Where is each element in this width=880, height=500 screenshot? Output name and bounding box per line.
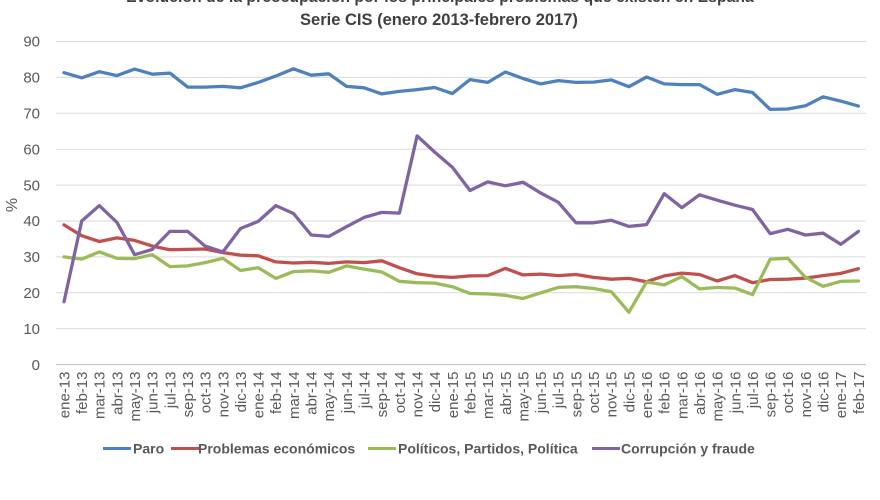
svg-text:mar-16: mar-16 xyxy=(674,372,691,420)
svg-text:Serie CIS (enero 2013-febrero: Serie CIS (enero 2013-febrero 2017) xyxy=(300,11,578,29)
svg-text:0: 0 xyxy=(32,357,40,374)
svg-text:jun-14: jun-14 xyxy=(339,372,356,415)
svg-text:60: 60 xyxy=(23,141,40,158)
svg-text:30: 30 xyxy=(23,249,40,266)
svg-text:sep-13: sep-13 xyxy=(180,372,197,418)
svg-text:jun-16: jun-16 xyxy=(727,372,744,415)
svg-text:oct-14: oct-14 xyxy=(392,372,409,414)
svg-text:jun-13: jun-13 xyxy=(145,372,162,415)
svg-text:feb-16: feb-16 xyxy=(657,372,674,415)
svg-text:may-13: may-13 xyxy=(127,372,144,422)
svg-text:may-16: may-16 xyxy=(710,372,727,422)
svg-text:jul-13: jul-13 xyxy=(162,372,179,410)
svg-text:Paro: Paro xyxy=(133,441,164,457)
svg-text:nov-15: nov-15 xyxy=(604,372,621,418)
svg-text:dic-13: dic-13 xyxy=(233,372,250,413)
svg-text:oct-15: oct-15 xyxy=(586,372,603,414)
svg-text:Problemas económicos: Problemas económicos xyxy=(198,441,355,457)
svg-text:Políticos, Partidos, Política: Políticos, Partidos, Política xyxy=(398,441,578,457)
svg-text:80: 80 xyxy=(23,70,40,87)
svg-text:sep-15: sep-15 xyxy=(568,372,585,418)
svg-text:may-14: may-14 xyxy=(321,372,338,422)
svg-text:oct-13: oct-13 xyxy=(198,372,215,414)
svg-text:nov-14: nov-14 xyxy=(410,372,427,418)
svg-text:jun-15: jun-15 xyxy=(533,372,550,415)
svg-text:sep-14: sep-14 xyxy=(374,372,391,418)
svg-text:jul-15: jul-15 xyxy=(551,372,568,410)
svg-text:ene-14: ene-14 xyxy=(251,372,268,419)
svg-text:feb-14: feb-14 xyxy=(268,372,285,415)
svg-text:abr-15: abr-15 xyxy=(498,372,515,415)
svg-text:dic-15: dic-15 xyxy=(621,372,638,413)
svg-text:dic-16: dic-16 xyxy=(816,372,833,413)
svg-text:70: 70 xyxy=(23,106,40,123)
svg-text:mar-15: mar-15 xyxy=(480,371,497,419)
svg-text:mar-14: mar-14 xyxy=(286,372,303,420)
svg-text:jul-16: jul-16 xyxy=(745,372,762,410)
svg-text:20: 20 xyxy=(23,285,40,302)
svg-text:ene-16: ene-16 xyxy=(639,372,656,419)
svg-text:ene-13: ene-13 xyxy=(56,372,73,419)
svg-text:ene-15: ene-15 xyxy=(445,372,462,419)
svg-text:Evolución de la preocupación p: Evolución de la preocupación por los pri… xyxy=(126,0,754,6)
svg-text:feb-15: feb-15 xyxy=(462,372,479,415)
svg-text:oct-16: oct-16 xyxy=(780,372,797,414)
svg-text:ene-17: ene-17 xyxy=(833,372,850,419)
svg-text:Corrupción y fraude: Corrupción y fraude xyxy=(621,441,755,457)
svg-text:50: 50 xyxy=(23,177,40,194)
svg-text:%: % xyxy=(4,198,21,212)
svg-text:dic-14: dic-14 xyxy=(427,372,444,413)
svg-text:40: 40 xyxy=(23,213,40,230)
svg-text:10: 10 xyxy=(23,321,40,338)
svg-text:sep-16: sep-16 xyxy=(763,372,780,418)
svg-text:nov-13: nov-13 xyxy=(215,372,232,418)
svg-text:90: 90 xyxy=(23,34,40,51)
svg-text:feb-17: feb-17 xyxy=(851,372,868,415)
svg-text:may-15: may-15 xyxy=(515,372,532,422)
svg-text:nov-16: nov-16 xyxy=(798,372,815,418)
svg-text:abr-14: abr-14 xyxy=(304,372,321,415)
svg-text:abr-13: abr-13 xyxy=(109,372,126,415)
svg-text:feb-13: feb-13 xyxy=(74,372,91,415)
svg-text:mar-13: mar-13 xyxy=(92,372,109,420)
svg-text:abr-16: abr-16 xyxy=(692,372,709,415)
svg-text:jul-14: jul-14 xyxy=(357,372,374,410)
